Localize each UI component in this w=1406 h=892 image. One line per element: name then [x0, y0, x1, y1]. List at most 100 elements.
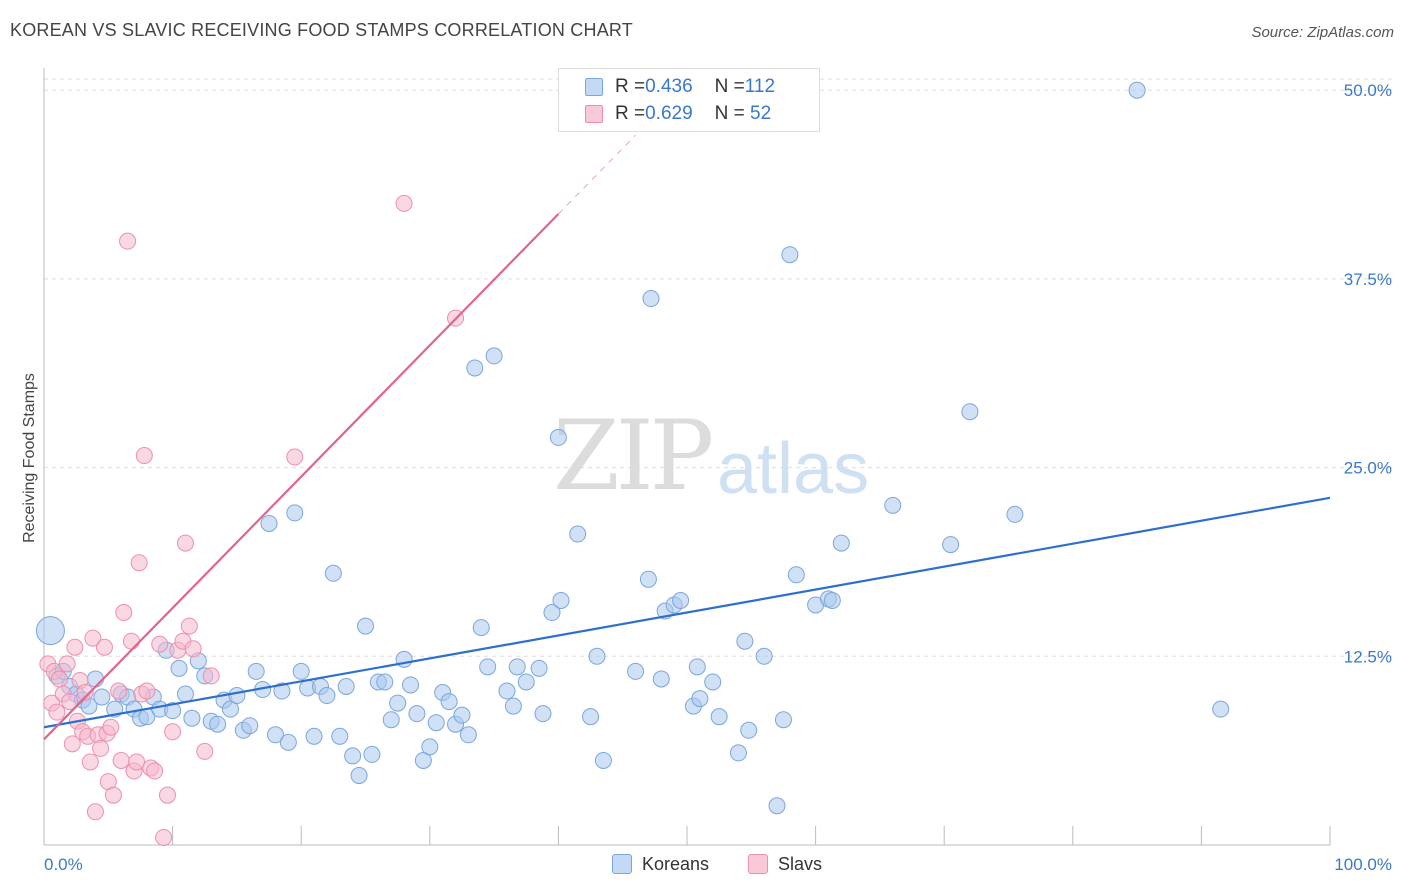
koreans-legend-label: Koreans: [642, 853, 710, 874]
korean-point: [1212, 700, 1230, 718]
slav-point: [104, 786, 122, 804]
korean-point: [318, 687, 336, 705]
korean-point: [260, 514, 278, 532]
legend-item-koreans[interactable]: Koreans: [612, 852, 709, 876]
korean-point: [961, 403, 979, 421]
korean-point: [209, 715, 227, 733]
slav-point: [92, 739, 110, 757]
korean-point: [86, 670, 104, 688]
korean-point: [1006, 505, 1024, 523]
korean-point: [350, 767, 368, 785]
y-tick-label: 50.0%: [1344, 81, 1392, 100]
legend-row-slavs: R = 0.629 N = 52: [585, 102, 771, 126]
y-tick-label: 25.0%: [1344, 459, 1392, 478]
slav-point: [95, 638, 113, 656]
korean-point: [740, 721, 758, 739]
slav-point: [76, 684, 94, 702]
x-tick-label: 0.0%: [44, 855, 83, 874]
korean-point: [534, 705, 552, 723]
korean-point: [549, 428, 567, 446]
y-tick-label: 37.5%: [1344, 270, 1392, 289]
korean-point: [729, 744, 747, 762]
slav-point: [58, 655, 76, 673]
slav-point: [112, 751, 130, 769]
koreans-trend-line: [43, 496, 1331, 729]
korean-point: [324, 564, 342, 582]
korean-point: [691, 690, 709, 708]
korean-point: [221, 700, 239, 718]
korean-point: [517, 673, 535, 691]
slav-point: [151, 635, 169, 653]
slavs-swatch: [585, 105, 603, 123]
slav-point: [61, 693, 79, 711]
korean-point: [768, 797, 786, 815]
korean-point: [543, 604, 561, 622]
korean-point: [627, 662, 645, 680]
slav-point: [135, 447, 153, 465]
koreans-r-value: 0.436: [645, 76, 693, 97]
legend-row-koreans: R = 0.436 N = 112: [585, 75, 775, 99]
slav-point: [48, 703, 66, 721]
korean-point: [170, 659, 188, 677]
korean-point: [736, 632, 754, 650]
korean-point: [530, 659, 548, 677]
data-points: [35, 81, 1230, 846]
korean-point: [479, 658, 497, 676]
slav-point: [286, 448, 304, 466]
korean-point: [652, 670, 670, 688]
korean-point: [485, 347, 503, 365]
korean-point: [376, 673, 394, 691]
korean-point: [331, 727, 349, 745]
korean-point: [787, 566, 805, 584]
korean-point: [389, 694, 407, 712]
korean-point: [942, 536, 960, 554]
korean-point: [453, 706, 471, 724]
korean-point: [884, 496, 902, 514]
slav-point: [84, 629, 102, 647]
slav-point: [50, 670, 68, 688]
korean-point: [781, 246, 799, 264]
slavs-trend-line: [43, 213, 560, 741]
slav-point: [110, 682, 128, 700]
korean-point: [241, 717, 259, 735]
korean-point: [755, 647, 773, 665]
axes: [43, 68, 1331, 846]
korean-point: [414, 751, 432, 769]
chart-source: Source: ZipAtlas.com: [1251, 24, 1394, 41]
correlation-legend: R = 0.436 N = 112 R = 0.629 N = 52: [558, 68, 820, 132]
korean-point: [508, 658, 526, 676]
korean-point: [421, 738, 439, 756]
korean-point: [569, 525, 587, 543]
korean-point: [498, 682, 516, 700]
koreans-r-label: R =: [615, 76, 646, 97]
korean-point: [1128, 81, 1146, 99]
slavs-r-label: R =: [615, 103, 646, 124]
korean-point: [688, 658, 706, 676]
gridlines: [44, 78, 1392, 657]
korean-point: [286, 504, 304, 522]
slav-point: [184, 640, 202, 658]
korean-point: [774, 711, 792, 729]
slav-point: [176, 534, 194, 552]
slav-point: [395, 194, 413, 212]
x-tick-label: 100.0%: [1334, 855, 1392, 874]
slavs-legend-swatch: [748, 854, 768, 874]
korean-point: [639, 570, 657, 588]
koreans-swatch: [585, 78, 603, 96]
korean-point: [292, 662, 310, 680]
korean-point: [266, 726, 284, 744]
korean-point: [402, 676, 420, 694]
slavs-legend-label: Slavs: [778, 853, 823, 874]
slav-point: [66, 638, 84, 656]
slav-point: [130, 554, 148, 572]
slav-point: [180, 617, 198, 635]
slav-point: [86, 803, 104, 821]
koreans-n-label: N =: [714, 76, 745, 97]
korean-point: [164, 702, 182, 720]
slav-point: [146, 762, 164, 780]
watermark-zip: ZIP: [553, 400, 714, 512]
korean-point: [582, 708, 600, 726]
legend-item-slavs[interactable]: Slavs: [748, 852, 822, 876]
korean-point: [440, 693, 458, 711]
